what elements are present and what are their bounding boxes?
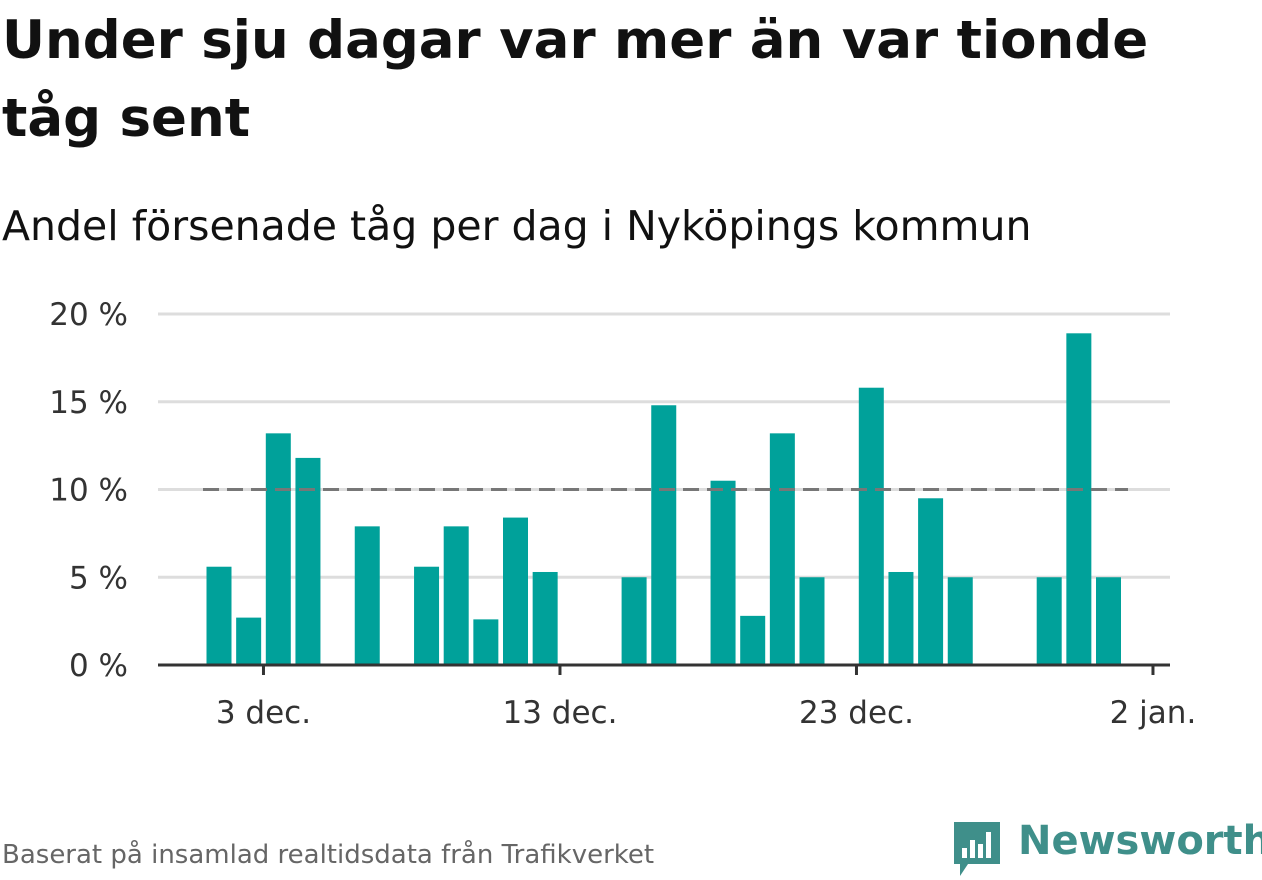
x-axis <box>158 663 1170 675</box>
y-tick-label: 10 % <box>49 473 128 509</box>
tick-labels: 0 % 5 % 10 % 15 % 20 % 3 dec. 13 dec. 23 dec. 2 … <box>49 297 1196 731</box>
x-tick-label: 2 jan. <box>1110 695 1197 731</box>
bar <box>1066 333 1092 665</box>
bar <box>918 498 944 665</box>
bar <box>799 577 825 665</box>
x-tick-label: 3 dec. <box>216 695 311 731</box>
y-tick-label: 20 % <box>49 297 128 333</box>
bar-series <box>206 333 1121 665</box>
bar <box>354 526 380 665</box>
chart-title: Under sju dagar var mer än var tionde tå… <box>2 10 1149 149</box>
bar <box>1096 577 1121 665</box>
bar <box>651 405 677 665</box>
bar <box>769 433 795 665</box>
newsworthy-logo-text: Newsworthy <box>1018 818 1262 864</box>
bar <box>414 566 440 665</box>
y-tick-label: 0 % <box>69 648 128 684</box>
bar <box>443 526 469 665</box>
bar <box>888 571 914 665</box>
chart-subtitle: Andel försenade tåg per dag i Nyköpings … <box>2 202 1032 250</box>
newsworthy-bar-chart-icon <box>954 822 1000 876</box>
y-tick-label: 5 % <box>69 560 128 596</box>
bar <box>473 619 499 665</box>
bar <box>206 566 232 665</box>
bar-chart: 0 % 5 % 10 % 15 % 20 % 3 dec. 13 dec. 23 dec. 2 … <box>49 297 1196 731</box>
y-tick-label: 15 % <box>49 385 128 421</box>
bar <box>532 571 558 665</box>
bar <box>295 457 321 665</box>
bar <box>503 517 528 665</box>
bar <box>947 577 973 665</box>
bar <box>621 577 647 665</box>
x-tick-label: 23 dec. <box>799 695 914 731</box>
bar <box>236 617 262 665</box>
x-tick-label: 13 dec. <box>502 695 617 731</box>
bar <box>1036 577 1062 665</box>
bar <box>740 615 766 665</box>
bar <box>265 433 291 665</box>
source-note: Baserat på insamlad realtidsdata från Tr… <box>2 840 655 870</box>
bar <box>710 480 736 665</box>
bar <box>858 387 884 665</box>
